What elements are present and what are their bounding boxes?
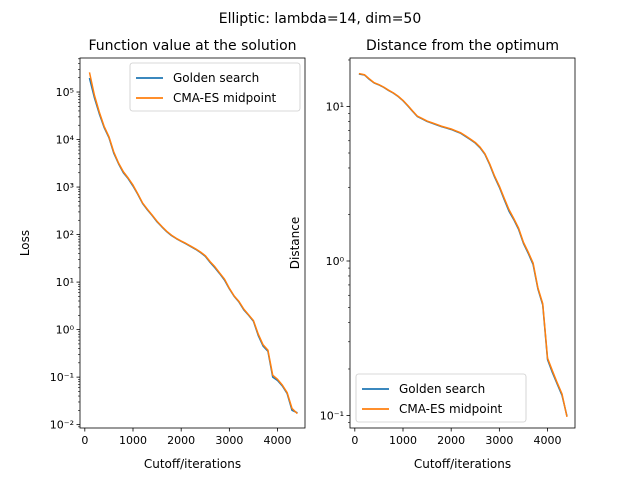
distance-y-tick-label: 10⁻¹ [320,409,344,422]
loss-x-tick-label: 2000 [167,434,195,447]
loss-x-tick-label: 1000 [119,434,147,447]
distance-cma-es-midpoint-line [358,72,568,418]
loss-x-axis-label: Cutoff/iterations [144,457,241,471]
loss-y-tick-label: 10⁵ [56,86,74,99]
loss-x-tick-label: 3000 [215,434,243,447]
loss-subplot: Function value at the solution Cutoff/it… [18,38,306,471]
distance-legend-box [355,373,527,423]
distance-x-tick-label: 4000 [534,434,562,447]
loss-y-tick-label: 10⁴ [56,134,75,147]
distance-legend-golden-label: Golden search [399,382,485,396]
loss-y-tick-label: 10¹ [56,276,74,289]
distance-series-group [358,72,568,418]
loss-y-tick-label: 10³ [56,181,74,194]
loss-legend-cma-label: CMA-ES midpoint [173,91,277,105]
distance-legend: Golden search CMA-ES midpoint [355,373,527,423]
loss-cma-es-midpoint-line [88,72,298,415]
distance-axes-frame [349,57,576,429]
loss-subplot-title: Function value at the solution [88,38,296,54]
loss-axes-frame [79,57,306,429]
loss-legend-golden-label: Golden search [173,71,259,85]
loss-y-tick-label: 10² [56,229,74,242]
distance-y-axis-label: Distance [288,217,302,269]
figure-suptitle: Elliptic: lambda=14, dim=50 [219,11,422,27]
loss-y-tick-label: 10⁰ [56,324,75,337]
distance-subplot-title: Distance from the optimum [366,38,559,54]
loss-series-group [88,72,298,415]
distance-x-tick-label: 1000 [389,434,417,447]
distance-y-tick-label: 10¹ [326,100,344,113]
loss-x-tick-label: 0 [81,434,88,447]
loss-x-tick-label: 4000 [264,434,292,447]
loss-y-tick-label: 10⁻² [50,419,74,432]
distance-legend-cma-label: CMA-ES midpoint [399,402,503,416]
distance-x-axis-label: Cutoff/iterations [414,457,511,471]
loss-y-tick-label: 10⁻¹ [50,371,74,384]
loss-legend-box [129,62,301,112]
distance-x-tick-label: 0 [351,434,358,447]
distance-subplot: Distance from the optimum Cutoff/iterati… [288,38,576,471]
distance-x-tick-label: 2000 [437,434,465,447]
distance-y-tick-label: 10⁰ [326,255,345,268]
loss-legend: Golden search CMA-ES midpoint [129,62,301,112]
loss-y-axis-label: Loss [18,230,32,256]
distance-x-tick-label: 3000 [485,434,513,447]
